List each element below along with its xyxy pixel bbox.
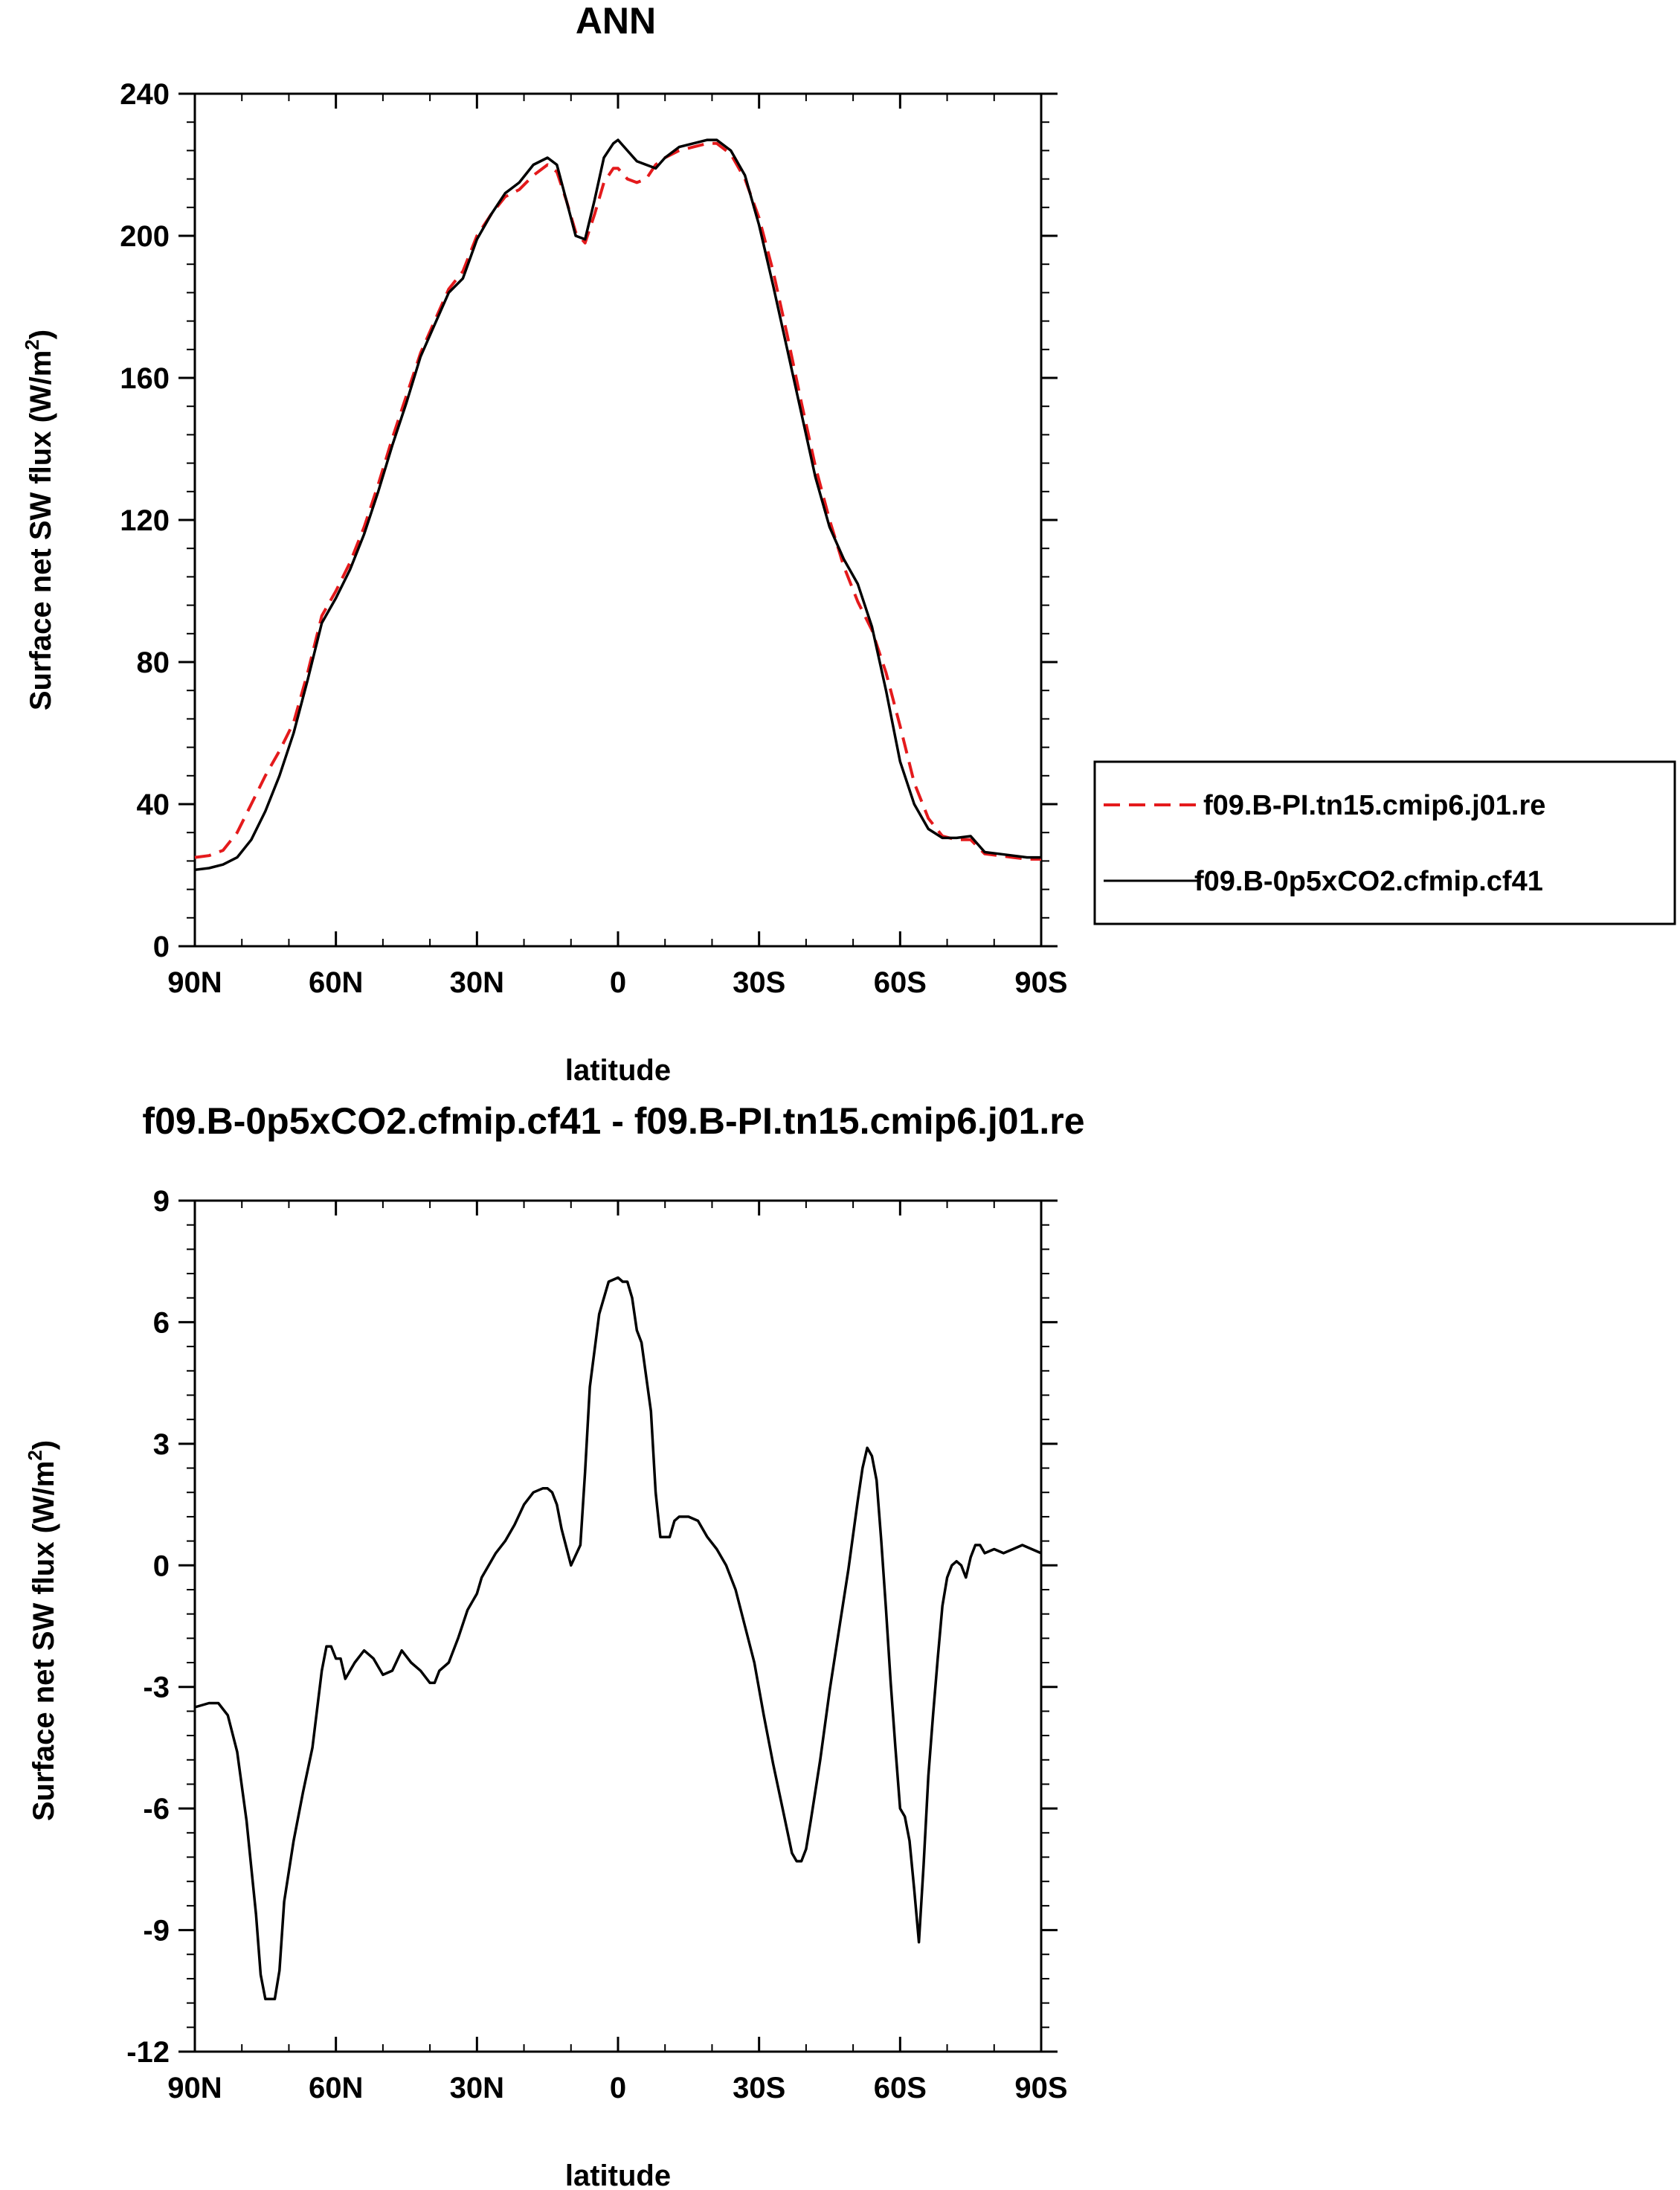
top-y-axis-label-main: Surface net SW flux (W/m xyxy=(25,350,57,711)
top-plot-frame xyxy=(193,92,1043,948)
bottom-y-tick-label: -9 xyxy=(143,1915,170,1947)
legend-label-0p5xco2: f09.B-0p5xCO2.cfmip.cf41 xyxy=(1194,866,1543,897)
bottom-y-axis-label-close: ) xyxy=(28,1440,60,1450)
bottom-y-tick-label: 6 xyxy=(153,1306,170,1339)
bottom-y-tick-labels: -12 -9 -6 -3 0 3 6 9 xyxy=(126,1185,170,2069)
top-x-tick-label: 60S xyxy=(874,966,927,999)
top-x-tick-label: 0 xyxy=(610,966,626,999)
top-y-tick-label: 240 xyxy=(120,78,170,111)
top-x-tick-label: 30N xyxy=(450,966,504,999)
top-y-tick-label: 80 xyxy=(137,646,170,679)
top-ticks xyxy=(178,92,1058,948)
top-y-axis-label-close: ) xyxy=(25,330,57,339)
top-x-axis-label: latitude xyxy=(565,1054,671,1087)
top-x-tick-label: 60N xyxy=(309,966,363,999)
top-series xyxy=(194,138,1041,872)
bottom-x-tick-label: 60S xyxy=(874,2072,927,2104)
top-series-line-1 xyxy=(194,138,1041,872)
bottom-x-tick-label: 0 xyxy=(610,2072,626,2104)
legend-box xyxy=(1093,760,1676,925)
bottom-y-tick-label: 0 xyxy=(153,1550,170,1582)
top-y-tick-label: 200 xyxy=(120,220,170,253)
bottom-y-axis-label-main: Surface net SW flux (W/m xyxy=(28,1461,60,1822)
legend: f09.B-PI.tn15.cmip6.j01.re f09.B-0p5xCO2… xyxy=(1093,760,1676,925)
bottom-series xyxy=(194,1276,1042,2000)
bottom-series-line-0 xyxy=(194,1276,1042,2000)
bottom-y-axis-label: Surface net SW flux (W/m2) xyxy=(24,1440,60,1821)
bottom-y-tick-label: -6 xyxy=(143,1793,170,1825)
top-y-axis-label: Surface net SW flux (W/m2) xyxy=(21,330,57,710)
bottom-y-tick-label: 9 xyxy=(153,1185,170,1218)
top-y-tick-label: 120 xyxy=(120,504,170,537)
bottom-x-tick-label: 90N xyxy=(167,2072,222,2104)
top-x-tick-label: 90N xyxy=(167,966,222,999)
bottom-panel: f09.B-0p5xCO2.cfmip.cf41 - f09.B-PI.tn15… xyxy=(24,1100,1085,2190)
bottom-x-tick-label: 30S xyxy=(733,2072,785,2104)
bottom-y-tick-label: 3 xyxy=(153,1428,170,1461)
bottom-y-tick-label: -12 xyxy=(126,2036,170,2069)
top-series-line-0 xyxy=(194,141,1041,861)
top-x-tick-labels: 90N 60N 30N 0 30S 60S 90S xyxy=(167,966,1067,999)
top-y-tick-label: 40 xyxy=(137,789,170,821)
bottom-x-axis-label: latitude xyxy=(565,2160,671,2190)
bottom-y-tick-label: -3 xyxy=(143,1672,170,1704)
bottom-plot-frame xyxy=(193,1199,1043,2053)
top-x-tick-label: 90S xyxy=(1014,966,1067,999)
bottom-x-tick-labels: 90N 60N 30N 0 30S 60S 90S xyxy=(167,2072,1067,2104)
top-chart-title: ANN xyxy=(576,0,656,42)
bottom-x-tick-label: 30N xyxy=(450,2072,504,2104)
top-y-tick-labels: 0 40 80 120 160 200 240 xyxy=(120,78,170,963)
top-y-tick-label: 160 xyxy=(120,362,170,395)
legend-label-pi: f09.B-PI.tn15.cmip6.j01.re xyxy=(1203,790,1545,821)
top-panel: ANN 90N 60N 30N 0 30S 60S 90S 0 40 80 120 160 200 24… xyxy=(21,0,1676,1087)
top-y-tick-label: 0 xyxy=(153,931,170,963)
bottom-x-tick-label: 60N xyxy=(309,2072,363,2104)
bottom-x-tick-label: 90S xyxy=(1014,2072,1067,2104)
bottom-y-axis-label-sup: 2 xyxy=(24,1450,46,1460)
bottom-chart-title: f09.B-0p5xCO2.cfmip.cf41 - f09.B-PI.tn15… xyxy=(142,1100,1084,1142)
top-x-tick-label: 30S xyxy=(733,966,785,999)
top-y-axis-label-sup: 2 xyxy=(21,339,43,350)
bottom-ticks xyxy=(178,1199,1058,2053)
